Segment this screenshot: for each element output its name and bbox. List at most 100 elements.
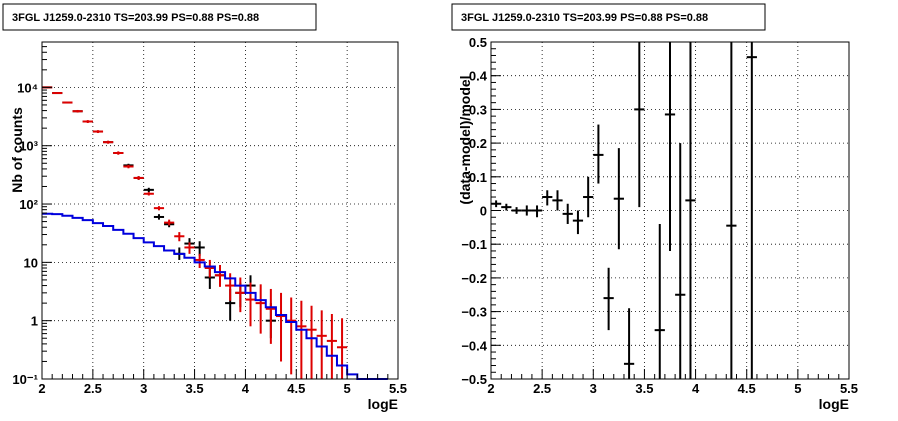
residual-y-axis-label: (data-model)/model	[457, 75, 473, 204]
data-point	[265, 288, 276, 344]
counts-panel: 3FGL J1259.0-2310 TS=203.99 PS=0.88 PS=0…	[2, 3, 407, 412]
y-tick-label: 0.4	[469, 69, 488, 84]
residual-marks	[491, 42, 757, 379]
x-tick-label: 3	[590, 381, 597, 396]
x-tick-label: 4	[242, 381, 250, 396]
y-tick-label: 0.3	[469, 102, 487, 117]
y-tick-label: 10³	[19, 139, 38, 154]
data-point	[164, 219, 175, 226]
x-tick-label: 3.5	[186, 381, 204, 396]
data-point	[225, 273, 236, 301]
data-point	[113, 151, 124, 155]
x-tick-label: 5.5	[389, 381, 407, 396]
x-tick-label: 2	[38, 381, 45, 396]
data-point	[603, 267, 614, 331]
y-tick-label: −0.2	[461, 271, 487, 286]
data-point	[521, 205, 532, 216]
x-tick-label: 2.5	[84, 381, 102, 396]
data-point	[103, 140, 114, 144]
counts-y-axis-label: Nb of counts	[9, 107, 25, 193]
data-point	[746, 42, 757, 379]
x-tick-label: 5	[344, 381, 351, 396]
data-point	[326, 314, 337, 379]
data-point	[92, 130, 104, 134]
data-point	[613, 148, 624, 250]
data-point	[82, 120, 93, 124]
data-point	[204, 259, 215, 278]
data-point	[685, 42, 696, 379]
x-tick-label: 5	[794, 381, 801, 396]
residual-x-axis-label: logE	[819, 396, 849, 412]
x-tick-label: 4.5	[738, 381, 756, 396]
data-point	[296, 300, 307, 379]
data-point	[552, 190, 563, 211]
data-point	[531, 205, 543, 218]
data-point	[593, 124, 604, 184]
data-point	[306, 305, 317, 379]
data-point	[255, 284, 266, 334]
residual-panel: 3FGL J1259.0-2310 TS=203.99 PS=0.88 PS=0…	[451, 3, 858, 412]
residual-grid	[491, 42, 849, 379]
y-tick-label: −0.1	[461, 237, 487, 252]
counts-marks	[42, 86, 388, 380]
data-point	[726, 42, 737, 379]
y-tick-label: 10⁻¹	[12, 372, 38, 387]
data-point	[235, 277, 246, 313]
y-tick-label: −0.4	[461, 338, 487, 353]
y-tick-label: −0.5	[461, 372, 487, 387]
counts-x-axis-label: logE	[368, 396, 398, 412]
data-point	[654, 223, 665, 379]
residual-ticks: 2 2.5 3 3.5 4 4.5 5 5.5 −0.5 −0.4 −0.3 −0.2 −0.1 0 0.1…	[461, 35, 858, 396]
counts-title: 3FGL J1259.0-2310 TS=203.99 PS=0.88 PS=0…	[12, 12, 259, 24]
data-point	[194, 253, 205, 269]
data-point	[153, 214, 165, 220]
data-point	[336, 318, 348, 379]
x-tick-label: 4	[692, 381, 700, 396]
data-point	[286, 297, 297, 375]
x-tick-label: 4.5	[287, 381, 305, 396]
data-point	[623, 308, 635, 379]
model-step-line	[42, 212, 388, 380]
data-point	[153, 206, 165, 211]
counts-title-box	[2, 3, 317, 31]
data-point	[52, 92, 63, 95]
data-point	[214, 265, 226, 287]
y-tick-label: −0.3	[461, 305, 487, 320]
data-point	[275, 292, 287, 362]
data-point	[675, 143, 686, 379]
data-point	[572, 210, 584, 235]
data-point	[143, 187, 154, 193]
data-point	[316, 310, 327, 379]
data-point	[245, 282, 256, 327]
residual-title-box	[451, 3, 766, 31]
counts-frame	[41, 41, 399, 380]
data-point	[123, 164, 134, 169]
data-point	[501, 203, 512, 211]
y-tick-label: 0	[480, 204, 487, 219]
y-tick-label: 0.1	[469, 170, 487, 185]
data-point	[133, 176, 144, 180]
data-point	[634, 42, 645, 208]
data-point	[511, 207, 522, 214]
x-tick-label: 3	[140, 381, 147, 396]
data-point	[562, 203, 573, 224]
data-point	[72, 109, 83, 113]
residual-title: 3FGL J1259.0-2310 TS=203.99 PS=0.88 PS=0…	[461, 12, 708, 24]
y-tick-label: 10⁴	[17, 80, 38, 95]
y-tick-label: 10	[24, 255, 38, 270]
y-tick-label: 1	[31, 314, 38, 329]
counts-ticks: 2 2.5 3 3.5 4 4.5 5 5.5 10⁻¹ 1 10 10² 10³ 10⁴	[12, 46, 407, 396]
data-point	[143, 192, 154, 196]
data-point	[664, 42, 676, 251]
data-point	[194, 241, 205, 256]
y-tick-label: 10²	[19, 197, 38, 212]
y-tick-label: 0.5	[469, 35, 487, 50]
data-point	[184, 242, 195, 254]
data-point	[62, 101, 73, 104]
data-point	[583, 176, 594, 218]
data-point	[542, 190, 553, 206]
x-tick-label: 2.5	[533, 381, 551, 396]
x-tick-label: 2	[487, 381, 494, 396]
counts-grid	[42, 42, 398, 379]
